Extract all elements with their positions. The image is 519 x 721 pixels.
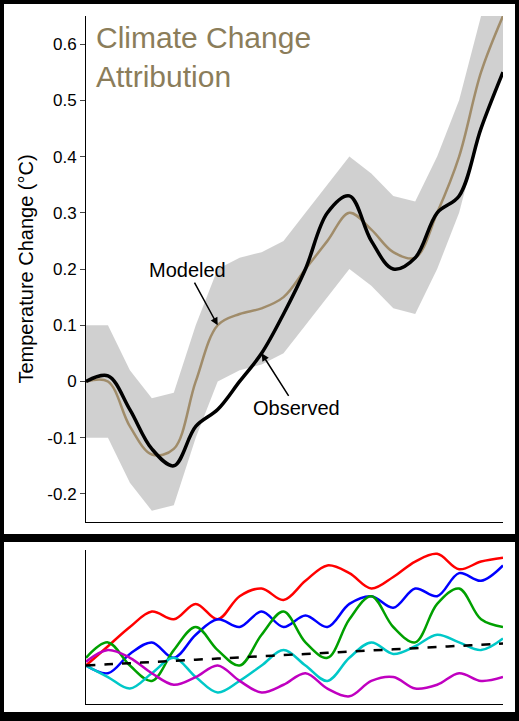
svg-text:Climate ChangeAttribution: Climate ChangeAttribution [96,21,311,93]
svg-text:0.6: 0.6 [53,35,77,54]
svg-text:Modeled: Modeled [149,259,226,281]
svg-text:0: 0 [67,372,76,391]
svg-text:0.1: 0.1 [53,316,77,335]
svg-text:-0.2: -0.2 [47,485,76,504]
svg-text:0.2: 0.2 [53,260,77,279]
svg-text:-0.1: -0.1 [47,429,76,448]
svg-text:0.3: 0.3 [53,204,77,223]
svg-text:Observed: Observed [253,397,340,419]
svg-text:0.5: 0.5 [53,91,77,110]
svg-text:0.4: 0.4 [53,148,77,167]
svg-text:Temperature Change (°C): Temperature Change (°C) [15,154,37,383]
